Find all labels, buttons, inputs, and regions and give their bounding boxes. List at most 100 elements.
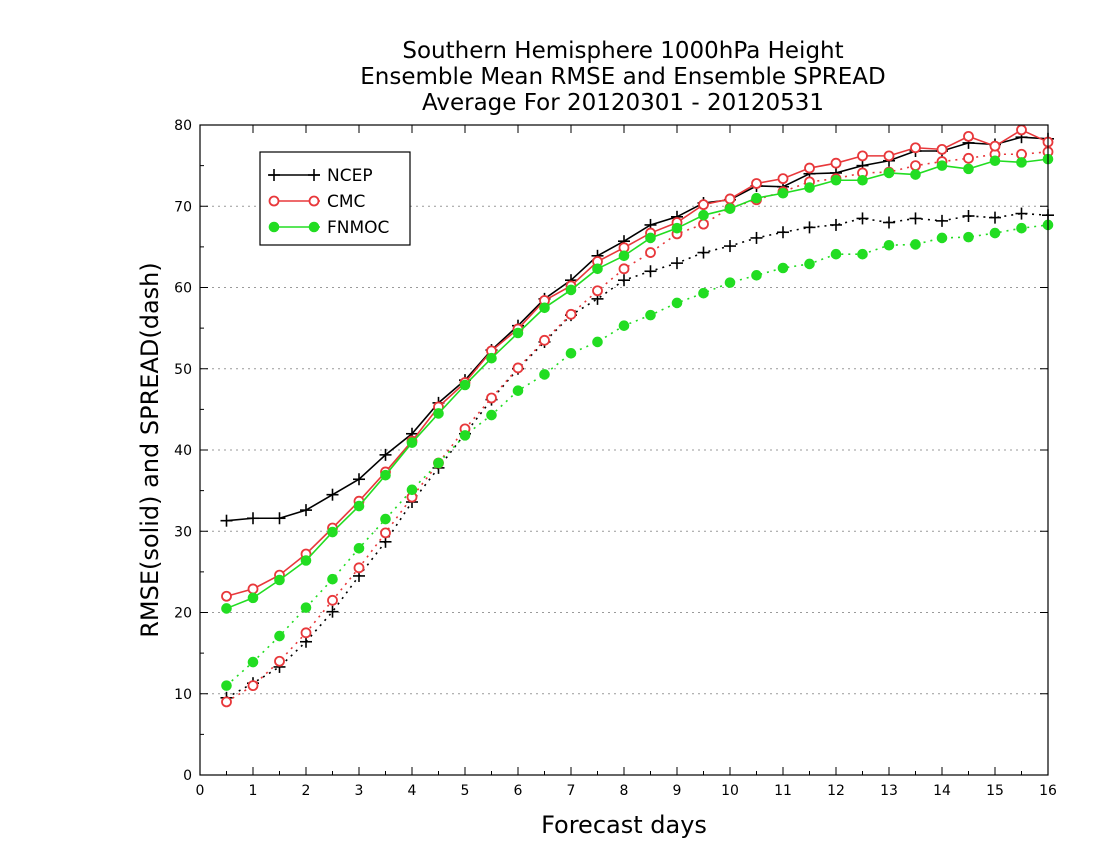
y-tick-label: 60 (174, 281, 192, 297)
point-ncep-spread (618, 274, 630, 287)
point-fnmoc-rmse (565, 284, 577, 296)
x-tick-label: 15 (986, 783, 1004, 799)
point-fnmoc-rmse (724, 203, 736, 214)
y-tick-label: 70 (174, 199, 192, 215)
series-ncep-spread (220, 207, 1054, 704)
point-fnmoc-rmse (247, 592, 259, 604)
point-ncep-spread (644, 265, 657, 278)
point-fnmoc-spread (406, 484, 418, 496)
point-fnmoc-spread (618, 320, 630, 331)
chart-title: Southern Hemisphere 1000hPa HeightEnsemb… (360, 38, 885, 116)
point-fnmoc-rmse (327, 526, 338, 538)
point-cmc-spread (645, 247, 656, 258)
x-tick-label: 6 (514, 783, 523, 799)
point-cmc-rmse (221, 590, 232, 602)
line-ncep-rmse (226, 136, 1049, 522)
legend-marker (308, 221, 320, 233)
point-cmc-spread (618, 263, 630, 275)
x-tick-label: 16 (1039, 783, 1057, 799)
point-cmc-rmse (883, 150, 895, 162)
x-tick-label: 12 (827, 783, 845, 799)
point-fnmoc-rmse (804, 182, 815, 193)
point-ncep-rmse (247, 512, 259, 525)
point-fnmoc-rmse (618, 250, 630, 262)
point-fnmoc-rmse (406, 437, 418, 448)
legend-label: FNMOC (327, 218, 389, 238)
point-fnmoc-spread (671, 297, 683, 309)
point-fnmoc-rmse (671, 222, 683, 234)
x-tick-label: 10 (721, 783, 739, 799)
point-cmc-spread (247, 680, 259, 692)
x-tick-label: 4 (408, 783, 417, 799)
point-cmc-rmse (989, 140, 1001, 152)
point-fnmoc-rmse (512, 327, 524, 339)
point-fnmoc-spread (353, 543, 365, 554)
point-fnmoc-rmse (989, 155, 1001, 167)
point-fnmoc-rmse (353, 500, 365, 512)
series-fnmoc-rmse (221, 153, 1054, 614)
point-fnmoc-rmse (486, 352, 497, 364)
point-fnmoc-spread (539, 369, 550, 380)
point-cmc-spread (565, 308, 577, 320)
point-fnmoc-rmse (910, 169, 921, 180)
point-ncep-rmse (273, 512, 286, 525)
point-fnmoc-spread (1016, 222, 1027, 234)
point-fnmoc-spread (830, 248, 842, 260)
point-cmc-spread (512, 362, 524, 374)
point-fnmoc-spread (857, 248, 868, 260)
point-fnmoc-spread (777, 262, 789, 274)
point-fnmoc-rmse (963, 163, 974, 175)
x-tick-label: 14 (933, 783, 951, 799)
legend-label: CMC (327, 192, 365, 212)
point-cmc-rmse (804, 162, 815, 174)
point-cmc-spread (327, 594, 338, 606)
point-fnmoc-rmse (830, 174, 842, 186)
point-ncep-spread (697, 246, 710, 259)
point-cmc-spread (274, 655, 285, 667)
point-fnmoc-rmse (1016, 157, 1027, 168)
point-fnmoc-rmse (698, 209, 709, 221)
point-fnmoc-spread (883, 239, 895, 251)
x-tick-label: 0 (196, 783, 205, 799)
y-tick-label: 40 (174, 443, 192, 459)
legend-item-fnmoc: FNMOC (268, 218, 389, 238)
point-fnmoc-rmse (777, 187, 789, 199)
legend-marker (268, 169, 280, 181)
x-tick-label: 2 (302, 783, 311, 799)
point-fnmoc-rmse (221, 603, 232, 614)
y-axis-title: RMSE(solid) and SPREAD(dash) (136, 262, 164, 638)
x-tick-label: 11 (774, 783, 792, 799)
x-tick-label: 7 (567, 783, 576, 799)
point-cmc-rmse (857, 150, 868, 162)
point-ncep-rmse (379, 448, 392, 461)
point-ncep-spread (883, 216, 895, 229)
legend-item-cmc: CMC (268, 192, 365, 212)
point-fnmoc-rmse (459, 379, 471, 391)
point-cmc-spread (353, 562, 365, 574)
point-fnmoc-spread (751, 270, 762, 281)
x-tick-label: 8 (620, 783, 629, 799)
point-fnmoc-spread (274, 630, 285, 642)
point-cmc-spread (539, 334, 550, 346)
point-ncep-spread (724, 240, 736, 253)
point-cmc-rmse (777, 173, 789, 185)
point-cmc-rmse (936, 143, 948, 155)
point-fnmoc-spread (433, 457, 444, 469)
x-tick-label: 5 (461, 783, 470, 799)
point-ncep-rmse (326, 488, 339, 501)
x-tick-label: 13 (880, 783, 898, 799)
legend-label: NCEP (327, 166, 373, 186)
point-ncep-rmse (220, 514, 233, 527)
title-line-3: Average For 20120301 - 20120531 (422, 90, 824, 116)
point-cmc-spread (910, 160, 921, 172)
point-cmc-rmse (751, 178, 762, 189)
y-tick-label: 10 (174, 687, 192, 703)
point-fnmoc-rmse (539, 302, 550, 314)
point-cmc-rmse (698, 199, 709, 211)
point-fnmoc-spread (327, 573, 338, 585)
y-tick-label: 20 (174, 606, 192, 622)
point-ncep-spread (326, 605, 339, 618)
legend-marker (268, 221, 280, 233)
point-ncep-spread (750, 231, 763, 244)
